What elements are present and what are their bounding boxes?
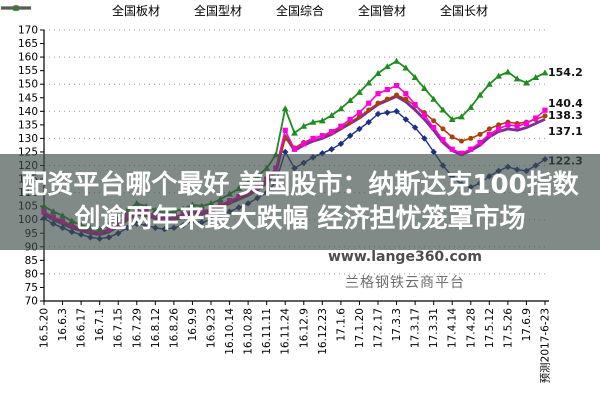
svg-text:17.1.6: 17.1.6: [335, 308, 347, 342]
svg-text:17.5.12: 17.5.12: [484, 308, 496, 348]
svg-text:17.2.17: 17.2.17: [373, 308, 385, 348]
svg-text:155: 155: [18, 65, 38, 77]
legend-label: 全国型材: [193, 4, 242, 18]
svg-text:85: 85: [25, 255, 38, 267]
svg-text:16.6.3: 16.6.3: [57, 308, 69, 341]
legend-item-全国板材: 全国板材: [1, 2, 160, 19]
svg-text:16.8.12: 16.8.12: [150, 308, 162, 348]
end-value-label: 140.4: [548, 97, 583, 110]
svg-text:150: 150: [18, 79, 38, 91]
svg-text:16.10.28: 16.10.28: [243, 308, 255, 355]
end-value-label: 138.3: [548, 109, 583, 122]
svg-text:16.9.9: 16.9.9: [187, 308, 199, 341]
svg-text:16.7.29: 16.7.29: [131, 308, 143, 348]
svg-text:16.5.20: 16.5.20: [39, 308, 51, 348]
headline-line-2: 创逾两年来最大跌幅 经济担忧笼罩市场: [74, 203, 526, 234]
legend-item-全国管材: 全国管材: [1, 2, 407, 19]
svg-text:17.5.26: 17.5.26: [502, 308, 514, 348]
svg-text:16.8.26: 16.8.26: [168, 308, 180, 348]
svg-text:16.7.1: 16.7.1: [94, 308, 106, 341]
end-value-label: 137.1: [548, 125, 583, 138]
svg-text:16.9.23: 16.9.23: [206, 308, 218, 348]
svg-text:16.11.11: 16.11.11: [261, 308, 273, 355]
svg-text:17.6.9: 17.6.9: [521, 308, 533, 341]
headline-line-1: 配资平台哪个最好 美国股市：纳斯达克100指数: [21, 169, 579, 200]
legend-item-全国型材: 全国型材: [1, 2, 242, 19]
svg-text:16.11.24: 16.11.24: [280, 308, 292, 355]
legend-label: 全国长材: [440, 4, 489, 18]
end-value-label: 154.2: [548, 66, 583, 79]
svg-text:17.3.3: 17.3.3: [391, 308, 403, 341]
svg-text:80: 80: [25, 268, 38, 280]
svg-text:70: 70: [25, 296, 38, 308]
svg-text:16.12.9: 16.12.9: [298, 308, 310, 348]
svg-text:16.7.15: 16.7.15: [113, 308, 125, 348]
svg-text:16.6.17: 16.6.17: [76, 308, 88, 348]
svg-text:140: 140: [18, 106, 38, 118]
svg-text:17.3.31: 17.3.31: [428, 308, 440, 348]
svg-text:17.1.20: 17.1.20: [354, 308, 366, 348]
svg-text:170: 170: [18, 25, 38, 37]
legend-label: 全国管材: [358, 4, 407, 18]
svg-text:16.12.23: 16.12.23: [317, 308, 329, 355]
watermark-platform-name: 兰格钢铁云商平台: [345, 275, 465, 291]
legend-label: 全国板材: [111, 4, 160, 18]
svg-text:17.4.28: 17.4.28: [465, 308, 477, 348]
legend-item-全国综合: 全国综合: [1, 2, 324, 19]
legend-label: 全国综合: [275, 4, 324, 18]
triangle-marker-icon: [1, 4, 31, 11]
legend: 全国板材 全国型材 全国综合 全国管材 全国长材: [0, 2, 600, 19]
svg-text:16.10.14: 16.10.14: [224, 308, 236, 355]
x-axis-ticks: 16.5.20 16.6.3 16.6.17 16.7.1 16.7.15 16.7.29…: [39, 301, 552, 383]
svg-text:17.3.17: 17.3.17: [410, 308, 422, 348]
svg-text:75: 75: [25, 282, 38, 294]
watermark-site-url: www.lange360.com: [328, 249, 482, 265]
svg-text:17.4.14: 17.4.14: [447, 308, 459, 348]
svg-text:预测2017-6-23: 预测2017-6-23: [539, 308, 552, 383]
legend-item-全国长材: 全国长材: [1, 2, 489, 19]
svg-text:145: 145: [18, 92, 38, 104]
svg-text:160: 160: [18, 52, 38, 64]
svg-text:135: 135: [18, 119, 38, 131]
svg-text:165: 165: [18, 38, 38, 50]
headline-overlay: 配资平台哪个最好 美国股市：纳斯达克100指数 创逾两年来最大跌幅 经济担忧笼罩…: [0, 154, 600, 250]
svg-text:130: 130: [18, 133, 38, 145]
